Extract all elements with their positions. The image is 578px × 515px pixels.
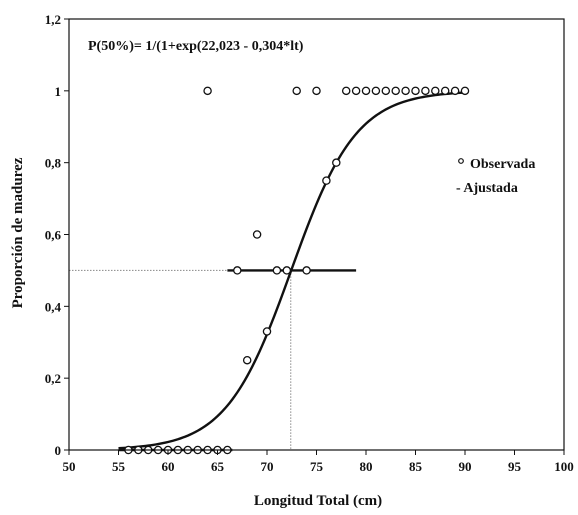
fitted-logistic-curve bbox=[118, 91, 466, 450]
observed-point bbox=[233, 266, 242, 275]
x-tick-label: 75 bbox=[310, 459, 324, 474]
reference-lines bbox=[69, 269, 292, 450]
y-tick-label: 0,8 bbox=[45, 156, 62, 171]
observed-point bbox=[381, 86, 391, 96]
observed-point bbox=[411, 86, 420, 96]
x-tick-label: 95 bbox=[508, 459, 522, 474]
observed-point bbox=[292, 86, 301, 96]
observed-point bbox=[252, 230, 262, 239]
y-tick-label: 1 bbox=[55, 84, 62, 99]
observed-point bbox=[312, 86, 321, 96]
observed-point bbox=[431, 86, 440, 96]
observed-point bbox=[272, 266, 282, 275]
legend-observed-marker bbox=[458, 158, 464, 164]
observed-point bbox=[203, 86, 212, 96]
observed-point bbox=[371, 86, 381, 96]
observed-point bbox=[401, 86, 410, 96]
y-tick-label: 0 bbox=[55, 443, 62, 458]
observed-point bbox=[440, 86, 450, 96]
formula-annotation: P(50%)= 1/(1+exp(22,023 - 0,304*lt) bbox=[88, 39, 304, 54]
observed-point bbox=[361, 86, 371, 96]
x-tick-label: 65 bbox=[211, 459, 225, 474]
observed-point bbox=[391, 86, 400, 96]
legend: Observada - Ajustada bbox=[456, 157, 535, 196]
x-tick-label: 80 bbox=[360, 459, 373, 474]
x-tick-label: 50 bbox=[63, 459, 76, 474]
y-axis-title: Proporción de madurez bbox=[10, 157, 26, 308]
observed-point bbox=[332, 158, 341, 167]
x-tick-label: 70 bbox=[261, 459, 274, 474]
x-axis-ticks: 50 55 60 65 70 75 80 85 90 95 100 bbox=[63, 450, 574, 474]
x-tick-label: 100 bbox=[554, 459, 574, 474]
y-tick-label: 0,4 bbox=[45, 299, 62, 314]
y-axis-ticks: 0 0,2 0,4 0,6 0,8 1 1,2 bbox=[45, 12, 69, 458]
observed-point bbox=[302, 266, 311, 275]
legend-observed-label: Observada bbox=[470, 157, 535, 172]
x-axis-title: Longitud Total (cm) bbox=[254, 493, 382, 509]
fitted-curve-layer bbox=[118, 91, 466, 452]
y-tick-label: 0,2 bbox=[45, 371, 61, 386]
plot-frame bbox=[68, 18, 565, 451]
observed-point bbox=[421, 86, 430, 96]
y-tick-label: 1,2 bbox=[45, 12, 61, 27]
x-tick-label: 55 bbox=[112, 459, 126, 474]
observed-point bbox=[242, 355, 252, 365]
observed-point bbox=[341, 86, 351, 96]
observed-point bbox=[450, 86, 460, 96]
x-tick-label: 90 bbox=[459, 459, 472, 474]
observed-point bbox=[460, 86, 470, 96]
observed-point bbox=[351, 86, 361, 96]
observed-point bbox=[282, 266, 292, 275]
observed-point bbox=[262, 327, 272, 336]
x-tick-label: 85 bbox=[409, 459, 423, 474]
legend-fitted-label: - Ajustada bbox=[456, 181, 518, 196]
x-tick-label: 60 bbox=[162, 459, 175, 474]
observed-point bbox=[322, 176, 331, 185]
y-tick-label: 0,6 bbox=[45, 228, 62, 243]
